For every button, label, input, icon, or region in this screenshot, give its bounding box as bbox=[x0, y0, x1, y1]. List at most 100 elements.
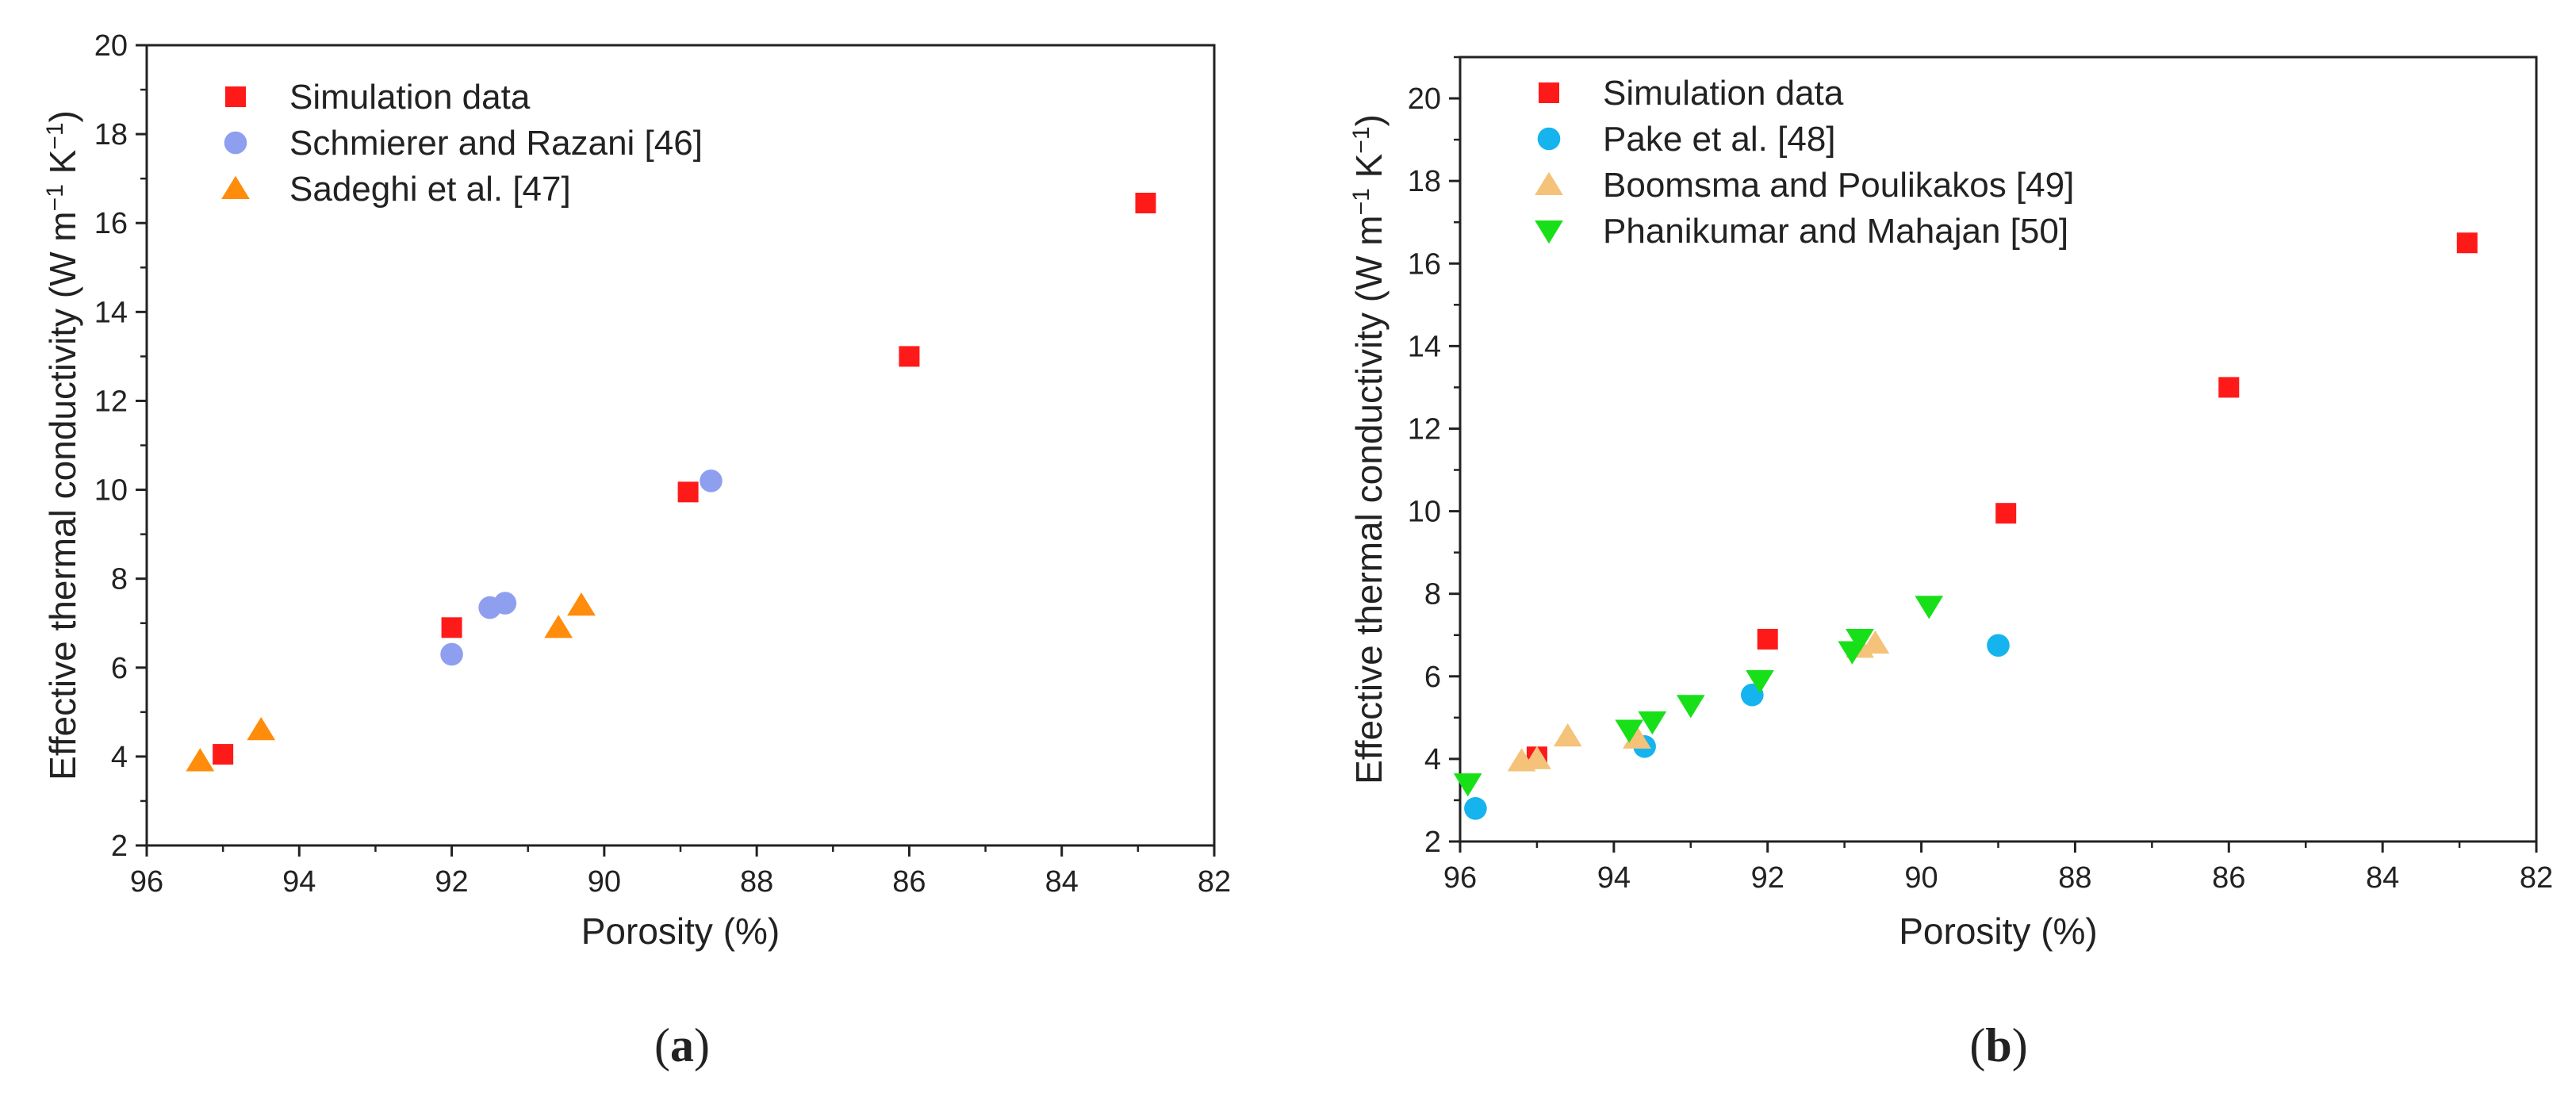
x-tick-label: 88 bbox=[2058, 861, 2091, 895]
legend-label: Schmierer and Razani [46] bbox=[289, 124, 703, 163]
y-tick-label: 10 bbox=[94, 474, 128, 508]
data-point bbox=[186, 748, 215, 772]
x-tick-label: 90 bbox=[1904, 861, 1938, 895]
data-point bbox=[1757, 628, 1778, 650]
y-axis-label-b: Effective thermal conductivity (W m−1 K−… bbox=[1348, 114, 1390, 784]
x-axis-label-a: Porosity (%) bbox=[581, 910, 780, 952]
data-marks-a bbox=[186, 192, 1156, 772]
data-point bbox=[213, 744, 234, 765]
data-point bbox=[1861, 630, 1890, 654]
x-tick-label: 82 bbox=[2520, 861, 2553, 895]
data-point bbox=[567, 592, 596, 616]
y-tick-label: 8 bbox=[111, 563, 128, 596]
data-point bbox=[1995, 503, 2017, 524]
y-tick-label: 20 bbox=[94, 29, 128, 63]
y-tick-label: 16 bbox=[1408, 247, 1441, 281]
panel-caption-a: (a) bbox=[654, 1019, 710, 1071]
y-tick-label: 12 bbox=[1408, 412, 1441, 446]
data-point bbox=[1846, 628, 1874, 653]
y-axis-label-a: Effective thermal conductivity (W m−1 K−… bbox=[42, 110, 84, 780]
data-point bbox=[247, 717, 276, 741]
series-3 bbox=[186, 592, 596, 772]
series-2 bbox=[1464, 634, 2010, 820]
y-tick-label: 14 bbox=[1408, 330, 1441, 363]
panel-a: 96 94 92 90 88 86 84 82 2 4 6 8 10 12 14 16 18 20 Simulat… bbox=[42, 29, 1232, 1071]
y-tick-label: 6 bbox=[1424, 661, 1441, 694]
legend-marker bbox=[1537, 127, 1561, 151]
legend-marker bbox=[224, 131, 247, 155]
series-2 bbox=[440, 470, 723, 666]
data-point bbox=[440, 642, 463, 666]
y-tick-label: 18 bbox=[94, 118, 128, 151]
legend-marker bbox=[1535, 220, 1563, 244]
legend-label: Simulation data bbox=[289, 78, 531, 117]
x-tick-label: 90 bbox=[588, 865, 621, 899]
legend-label: Boomsma and Poulikakos [49] bbox=[1603, 166, 2074, 205]
series-1 bbox=[1526, 232, 2478, 768]
legend-label: Sadeghi et al. [47] bbox=[289, 170, 571, 209]
y-tick-label: 16 bbox=[94, 207, 128, 240]
legend-marker bbox=[225, 86, 246, 107]
data-point bbox=[1987, 634, 2010, 657]
x-tick-label: 96 bbox=[130, 865, 163, 899]
legend-label: Phanikumar and Mahajan [50] bbox=[1603, 212, 2068, 251]
data-point bbox=[1553, 723, 1582, 747]
x-tick-label: 86 bbox=[2212, 861, 2245, 895]
ticks-a: 96 94 92 90 88 86 84 82 2 4 6 8 10 12 14 16 18 20 bbox=[94, 29, 1231, 899]
legend-label: Pake et al. [48] bbox=[1603, 120, 1836, 159]
legend-marker bbox=[1535, 171, 1563, 195]
data-point bbox=[2218, 377, 2240, 398]
data-point bbox=[2456, 232, 2478, 254]
x-tick-label: 92 bbox=[1751, 861, 1784, 895]
data-point bbox=[899, 346, 920, 367]
y-tick-label: 18 bbox=[1408, 165, 1441, 198]
data-point bbox=[493, 592, 517, 615]
legend-b: Simulation data Pake et al. [48] Boomsma a… bbox=[1535, 74, 2074, 251]
x-tick-label: 94 bbox=[1597, 861, 1631, 895]
data-point bbox=[1638, 711, 1667, 735]
legend-marker bbox=[1539, 82, 1559, 103]
y-tick-label: 2 bbox=[111, 830, 128, 863]
data-point bbox=[441, 617, 462, 638]
data-point bbox=[1623, 725, 1651, 749]
y-tick-label: 4 bbox=[111, 741, 128, 774]
data-point bbox=[1135, 192, 1156, 213]
data-point bbox=[1453, 773, 1482, 797]
x-tick-label: 84 bbox=[1045, 865, 1079, 899]
legend-marker bbox=[221, 175, 250, 199]
series-4 bbox=[1453, 596, 1944, 797]
data-point bbox=[1464, 797, 1487, 820]
data-marks-b bbox=[1453, 232, 2478, 820]
panel-b: 96 94 92 90 88 86 84 82 2 4 6 8 10 12 14 16 18 20 Simulat… bbox=[1348, 56, 2553, 1071]
x-tick-label: 86 bbox=[892, 865, 926, 899]
x-tick-label: 92 bbox=[435, 865, 468, 899]
x-tick-label: 88 bbox=[740, 865, 773, 899]
y-tick-label: 10 bbox=[1408, 496, 1441, 529]
series-3 bbox=[1507, 630, 1890, 772]
legend-label: Simulation data bbox=[1603, 74, 1844, 113]
y-tick-label: 2 bbox=[1424, 826, 1441, 859]
data-point bbox=[700, 470, 723, 493]
data-point bbox=[1746, 669, 1774, 694]
y-tick-label: 20 bbox=[1408, 82, 1441, 116]
y-tick-label: 4 bbox=[1424, 743, 1441, 776]
legend-a: Simulation data Schmierer and Razani [46]… bbox=[221, 78, 703, 209]
data-point bbox=[1615, 719, 1644, 743]
panel-caption-b: (b) bbox=[1969, 1019, 2027, 1071]
y-tick-label: 14 bbox=[94, 296, 128, 329]
x-tick-label: 94 bbox=[282, 865, 316, 899]
data-point bbox=[677, 481, 699, 503]
x-tick-label: 84 bbox=[2366, 861, 2399, 895]
data-point bbox=[1676, 695, 1705, 719]
series-1 bbox=[213, 192, 1156, 765]
data-point bbox=[544, 615, 573, 638]
x-axis-label-b: Porosity (%) bbox=[1899, 910, 2097, 952]
plot-frame-a bbox=[145, 44, 1216, 847]
ticks-b: 96 94 92 90 88 86 84 82 2 4 6 8 10 12 14 16 18 20 bbox=[1408, 56, 2553, 895]
y-tick-label: 8 bbox=[1424, 578, 1441, 611]
y-tick-label: 6 bbox=[111, 652, 128, 685]
x-tick-label: 82 bbox=[1198, 865, 1231, 899]
data-point bbox=[1523, 746, 1551, 769]
data-point bbox=[1915, 596, 1944, 619]
